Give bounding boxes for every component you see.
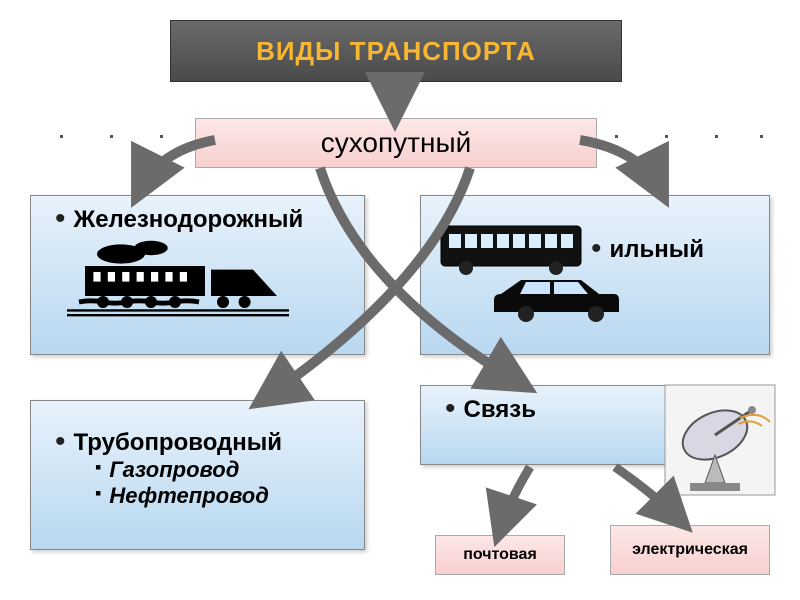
- card-rail-label: Железнодорожный: [74, 206, 304, 234]
- title-text: ВИДЫ ТРАНСПОРТА: [256, 36, 536, 67]
- card-pipe: Трубопроводный Газопровод Нефтепровод: [30, 400, 365, 550]
- card-pipe-sub2-row: Нефтепровод: [95, 483, 354, 509]
- smallbox-postal-text: почтовая: [463, 546, 537, 564]
- bus-car-icon: [431, 206, 651, 336]
- card-pipe-row: Трубопроводный: [55, 429, 354, 457]
- train-icon: [55, 234, 295, 334]
- subtitle-text: сухопутный: [321, 127, 471, 159]
- card-pipe-sub1-row: Газопровод: [95, 457, 354, 483]
- card-pipe-label: Трубопроводный: [74, 429, 283, 457]
- subtitle-box: сухопутный: [195, 118, 597, 168]
- smallbox-postal: почтовая: [435, 535, 565, 575]
- card-comm-label: Связь: [464, 396, 536, 424]
- smallbox-electric-text: электрическая: [632, 541, 748, 559]
- card-rail: Железнодорожный: [30, 195, 365, 355]
- card-pipe-sub1: Газопровод: [109, 457, 239, 483]
- diagram-canvas: ВИДЫ ТРАНСПОРТА сухопутный Железнодорожн…: [0, 0, 800, 600]
- smallbox-electric: электрическая: [610, 525, 770, 575]
- card-rail-row: Железнодорожный: [55, 206, 354, 234]
- satellite-dish-icon: [660, 370, 780, 510]
- title-box: ВИДЫ ТРАНСПОРТА: [170, 20, 622, 82]
- card-pipe-sub2: Нефтепровод: [109, 483, 268, 509]
- card-auto: ильный: [420, 195, 770, 355]
- card-auto-label: ильный: [610, 236, 705, 264]
- card-auto-row: ильный: [591, 236, 704, 264]
